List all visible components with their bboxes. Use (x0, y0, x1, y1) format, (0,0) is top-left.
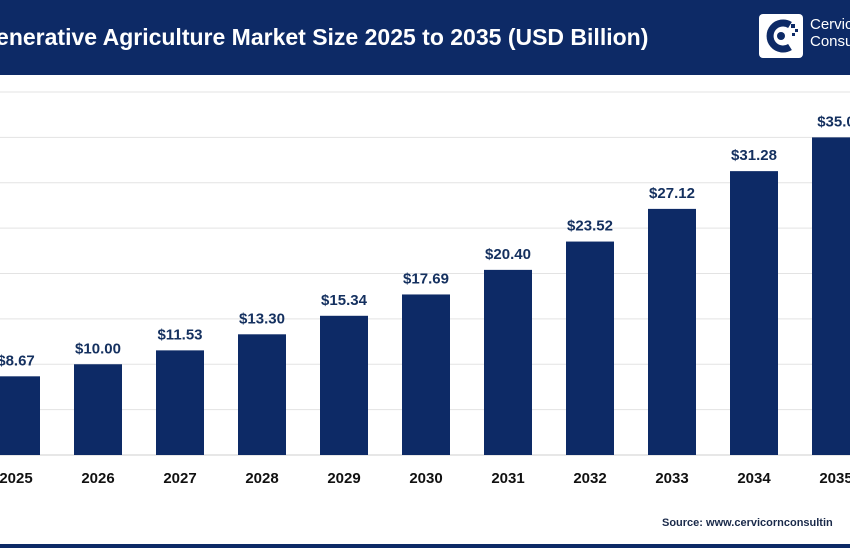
value-label-2031: $20.40 (485, 246, 531, 263)
bar-2031 (484, 269, 532, 455)
value-labels: $8.67 $10.00 $11.53 $13.30 $15.34 $17.69 $20.4… (0, 113, 850, 369)
x-axis-ticks: 2025 2026 2027 2028 2029 2030 2031 2032 2033 2034… (0, 470, 850, 487)
bar-2030 (402, 294, 450, 455)
value-label-2029: $15.34 (321, 292, 368, 309)
x-tick-2025: 2025 (0, 470, 33, 487)
value-label-2027: $11.53 (157, 326, 202, 343)
value-label-2032: $23.52 (567, 218, 613, 235)
value-label-2030: $17.69 (403, 270, 449, 287)
value-label-2028: $13.30 (239, 310, 285, 327)
x-tick-2033: 2033 (655, 470, 688, 487)
bar-2035 (812, 137, 850, 455)
value-label-2025: $8.67 (0, 352, 35, 369)
bar-2034 (730, 171, 778, 455)
bars (0, 137, 850, 455)
chart-header: generative Agriculture Market Size 2025 … (0, 0, 850, 75)
x-tick-2030: 2030 (409, 470, 442, 487)
bar-2028 (238, 334, 286, 455)
source-note: Source: www.cervicornconsultin (662, 517, 833, 529)
x-tick-2028: 2028 (245, 470, 278, 487)
brand-name-line1: Cervic (810, 16, 850, 33)
x-tick-2027: 2027 (163, 470, 196, 487)
bar-chart: $8.67 $10.00 $11.53 $13.30 $15.34 $17.69 $20.4… (0, 91, 850, 487)
x-tick-2034: 2034 (737, 470, 771, 487)
bar-2033 (648, 208, 696, 455)
bar-2029 (320, 315, 368, 455)
bar-2026 (74, 364, 122, 455)
brand-name: Cervic Consu (810, 16, 850, 50)
value-label-2034: $31.28 (731, 147, 777, 164)
brand-name-line2: Consu (810, 33, 850, 50)
gridlines (0, 91, 850, 456)
value-label-2026: $10.00 (75, 340, 121, 357)
x-tick-2029: 2029 (327, 470, 360, 487)
x-tick-2026: 2026 (81, 470, 114, 487)
footer-line (0, 544, 850, 548)
x-tick-2032: 2032 (573, 470, 606, 487)
chart-title: generative Agriculture Market Size 2025 … (0, 24, 649, 50)
bar-2027 (156, 350, 204, 455)
bar-2025 (0, 376, 40, 455)
value-label-2035: $35.0 (817, 113, 850, 130)
x-tick-2035: 2035 (819, 470, 850, 487)
bar-2032 (566, 241, 614, 455)
brand-logo-icon (759, 14, 803, 58)
value-label-2033: $27.12 (649, 185, 695, 202)
x-tick-2031: 2031 (491, 470, 524, 487)
header-divider (0, 75, 850, 77)
